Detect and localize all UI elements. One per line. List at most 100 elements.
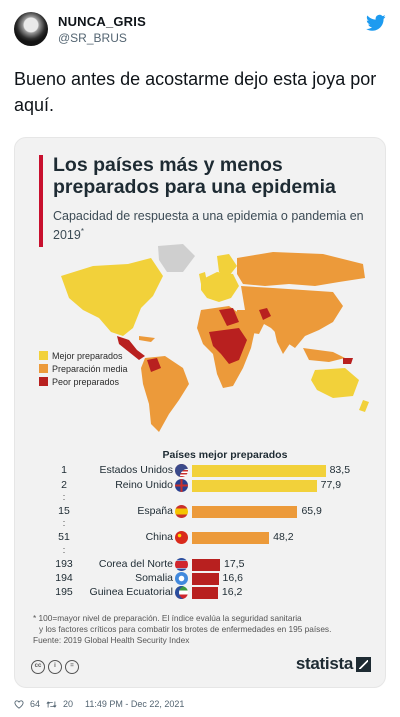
twitter-bird-icon[interactable] [366,14,386,32]
map-russia [237,252,365,286]
world-map [61,244,369,432]
title-accent-bar [39,155,43,247]
chart-row: 1 Estados Unidos 83,5 [15,464,385,478]
map-australia [311,368,359,398]
value-label: 48,2 [273,531,294,543]
value-label: 65,9 [301,505,322,517]
flag-icon [175,572,188,585]
legend-item: Mejor preparados [39,349,128,362]
rank-label: 2 [61,479,67,491]
statista-mark-icon [356,656,371,672]
map-scandinavia [217,254,237,276]
bar [192,480,317,492]
avatar[interactable] [14,12,48,46]
value-label: 83,5 [329,464,351,476]
flag-icon [175,531,188,544]
display-name[interactable]: NUNCA_GRIS [58,14,146,29]
infographic-title: Los países más y menos preparados para u… [53,154,336,198]
statista-wordmark: statista [295,654,353,673]
retweet-count: 20 [63,699,74,709]
map-png [343,358,353,364]
infographic-subtitle: Capacidad de respuesta a una epidemia o … [53,208,373,243]
value-label: 17,5 [224,558,245,570]
tweet-text: Bueno antes de acostarme dejo esta joya … [14,69,377,115]
legend-swatch [39,377,48,386]
map-africa-red-2 [219,308,239,326]
country-label: Guinea Ecuatorial [89,586,173,598]
legend-swatch [39,351,48,360]
flag-icon [175,586,188,599]
country-label: China [145,531,173,543]
flag-icon [175,505,188,518]
legend-label: Preparación media [52,363,128,374]
map-central-america [117,336,145,360]
map-caribbean [139,336,155,342]
attribution-icon: i [48,660,62,674]
footnote-line-1: * 100=mayor nivel de preparación. El índ… [33,613,302,623]
value-label: 77,9 [320,479,342,491]
map-greenland [158,244,195,272]
flag-icon [175,558,188,571]
map-se-asia [303,348,345,362]
tweet-footer: 64 20 11:49 PM - Dec 22, 2021 [14,697,386,711]
legend-item: Preparación media [39,362,128,375]
subtitle-text: Capacidad de respuesta a una epidemia o … [53,209,364,243]
country-label: Estados Unidos [99,464,173,476]
rank-label: 15 [58,505,70,517]
rank-label: 195 [55,586,73,598]
map-europe [201,272,239,302]
country-label: Corea del Norte [98,558,173,570]
no-derivatives-icon: = [65,660,79,674]
country-label: España [137,505,173,517]
like-count: 64 [30,699,41,709]
legend-label: Peor preparados [52,376,120,387]
rank-label: 193 [55,558,73,570]
creative-commons-badges[interactable]: cc i = [31,660,79,674]
map-north-america [61,258,163,336]
chart-row: 2 Reino Unido 77,9 [15,479,385,493]
rank-label: 1 [61,464,67,476]
chart-row: 193 Corea del Norte 17,5 [15,558,385,572]
value-label: 16,2 [221,586,243,598]
heart-icon[interactable] [14,699,24,709]
chart-row: 195 Guinea Ecuatorial 16,2 [15,586,385,600]
cc-icon: cc [31,660,45,674]
rank-gap-dots: · · [62,490,66,504]
bar [192,506,298,518]
rank-label: 194 [55,572,73,584]
map-asia [241,286,343,348]
legend-label: Mejor preparados [52,350,123,361]
map-legend: Mejor preparados Preparación media Peor … [39,349,128,388]
chart-row: 194 Somalia 16,6 [15,572,385,586]
bar [192,532,270,544]
legend-item: Peor preparados [39,375,128,388]
bar [192,559,220,571]
map-south-america [141,356,189,432]
map-south-america-red [147,358,161,372]
footnote-line-2: y los factores críticos para combatir lo… [39,624,332,634]
map-afghanistan [259,308,271,320]
tweet-header: NUNCA_GRIS @SR_BRUS [14,12,386,52]
flag-icon [175,464,188,477]
country-label: Reino Unido [115,479,173,491]
bar [192,573,219,585]
bar [192,587,218,599]
infographic-card[interactable]: Los países más y menos preparados para u… [14,137,386,688]
chart-title: Países mejor preparados [162,449,288,461]
footnote: * 100=mayor nivel de preparación. El índ… [33,613,373,646]
subtitle-footnote-mark: * [80,227,84,236]
chart-row: 51 China 48,2 [15,531,385,545]
map-uk [199,272,207,284]
retweet-icon[interactable] [46,700,57,709]
tweet-timestamp[interactable]: 11:49 PM - Dec 22, 2021 [85,699,185,709]
legend-swatch [39,364,48,373]
country-label: Somalia [135,572,173,584]
rank-gap-dots: · · [62,516,66,530]
bar [192,465,326,477]
rank-label: 51 [58,531,70,543]
statista-logo[interactable]: statista [296,654,371,674]
flag-icon [175,479,188,492]
map-india [273,324,291,354]
source-text: Fuente: 2019 Global Health Security Inde… [33,635,190,645]
user-handle[interactable]: @SR_BRUS [58,31,127,45]
